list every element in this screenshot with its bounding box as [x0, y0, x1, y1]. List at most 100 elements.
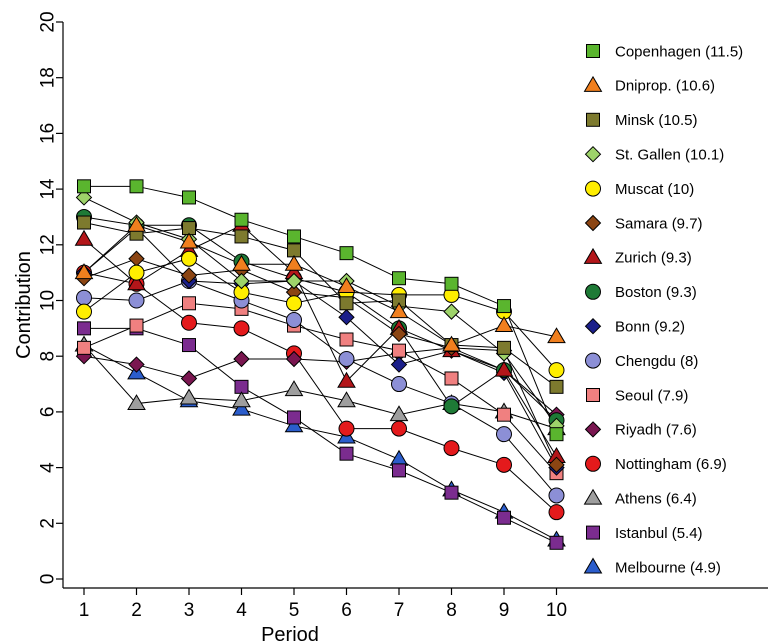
legend-marker: [585, 455, 601, 472]
series-line: [83, 258, 557, 371]
legend-marker: [586, 44, 600, 58]
y-tick-label: 6: [38, 407, 59, 418]
data-point: [338, 420, 355, 437]
data-point: [286, 311, 302, 328]
data-point: [549, 379, 564, 394]
data-point: [233, 320, 250, 337]
data-point: [549, 427, 564, 442]
legend-marker: [585, 180, 601, 197]
series-lines: [83, 185, 557, 544]
y-tick-label: 20: [38, 11, 59, 32]
x-tick-label: 4: [236, 600, 247, 621]
legend-marker: [586, 525, 600, 540]
data-point: [497, 407, 511, 422]
data-point: [338, 350, 355, 367]
data-point: [180, 267, 198, 284]
series-line: [83, 272, 557, 513]
data-point: [338, 309, 355, 326]
data-point: [444, 485, 459, 500]
data-point: [337, 391, 356, 408]
data-point: [77, 321, 91, 336]
data-point: [389, 302, 409, 319]
series-line: [83, 197, 557, 427]
y-tick-label: 18: [38, 67, 59, 88]
data-point: [179, 232, 199, 249]
plot-frame: [62, 22, 768, 589]
data-point: [496, 426, 512, 443]
data-point: [234, 212, 249, 227]
y-axis-title: Contribution: [13, 251, 35, 359]
y-tick-label: 2: [38, 518, 59, 529]
legend-label: Melbourne (4.9): [615, 559, 721, 576]
data-point: [392, 271, 406, 286]
legend-marker: [585, 352, 601, 369]
data-point: [390, 356, 408, 373]
data-point: [233, 272, 250, 290]
series-line: [84, 185, 557, 435]
data-point: [129, 179, 144, 194]
series-line: [83, 280, 557, 496]
series-line: [83, 258, 557, 466]
legend-label: Samara (9.7): [615, 215, 703, 232]
data-point: [127, 274, 146, 291]
series-markers: [74, 179, 566, 550]
data-point: [74, 263, 94, 280]
data-point: [494, 316, 514, 333]
data-point: [443, 398, 460, 415]
data-point: [287, 410, 301, 425]
y-axis-ticks: 0 2 4 6 8 10 12 14 16 18 20: [38, 11, 63, 584]
data-point: [232, 399, 251, 416]
data-point: [548, 362, 565, 379]
data-point: [496, 456, 512, 473]
data-point: [337, 277, 356, 294]
data-point: [179, 388, 199, 405]
x-tick-label: 3: [184, 600, 195, 621]
data-point: [232, 254, 251, 271]
legend-marker: [584, 214, 602, 232]
data-point: [391, 420, 407, 437]
legend-label: Athens (6.4): [615, 490, 697, 507]
x-axis-ticks: 1 2 3 4 5 6 7 8 9 10: [79, 588, 567, 621]
legend-label: Nottingham (6.9): [615, 456, 727, 473]
series-line: [84, 327, 557, 544]
legend-marker: [583, 557, 603, 574]
data-point: [287, 229, 301, 244]
x-tick-label: 2: [131, 600, 142, 621]
x-tick-label: 5: [289, 600, 300, 621]
legend-marker: [586, 388, 600, 402]
y-tick-label: 14: [38, 178, 59, 200]
data-point: [337, 371, 356, 388]
data-point: [494, 360, 514, 377]
legend-marker: [586, 112, 600, 127]
data-point: [497, 299, 511, 314]
x-tick-label: 9: [499, 600, 510, 621]
y-tick-label: 8: [38, 351, 59, 362]
data-point: [181, 314, 197, 331]
legend-label: Dniprop. (10.6): [615, 78, 715, 95]
data-point: [181, 250, 197, 267]
data-point: [74, 229, 94, 246]
series-line: [83, 347, 557, 416]
y-tick-label: 16: [38, 123, 59, 144]
legend-label: St. Gallen (10.1): [615, 146, 724, 163]
legend-label: Riyadh (7.6): [615, 422, 697, 439]
data-point: [442, 335, 461, 352]
data-point: [128, 292, 145, 309]
series-line: [83, 224, 557, 457]
data-point: [77, 179, 91, 194]
data-point: [234, 229, 249, 244]
data-point: [284, 254, 304, 271]
series-line: [83, 302, 557, 474]
data-point: [182, 296, 196, 311]
data-point: [389, 449, 409, 466]
data-point: [128, 250, 145, 267]
y-tick-label: 10: [38, 290, 59, 311]
data-point: [548, 487, 565, 504]
legend-marker: [584, 317, 602, 335]
data-point: [339, 446, 354, 461]
legend: Copenhagen (11.5) Dniprop. (10.6) Minsk (1…: [583, 43, 743, 576]
y-tick-label: 0: [38, 574, 59, 585]
data-point: [127, 394, 146, 411]
data-point: [182, 338, 196, 353]
data-point: [549, 535, 564, 550]
